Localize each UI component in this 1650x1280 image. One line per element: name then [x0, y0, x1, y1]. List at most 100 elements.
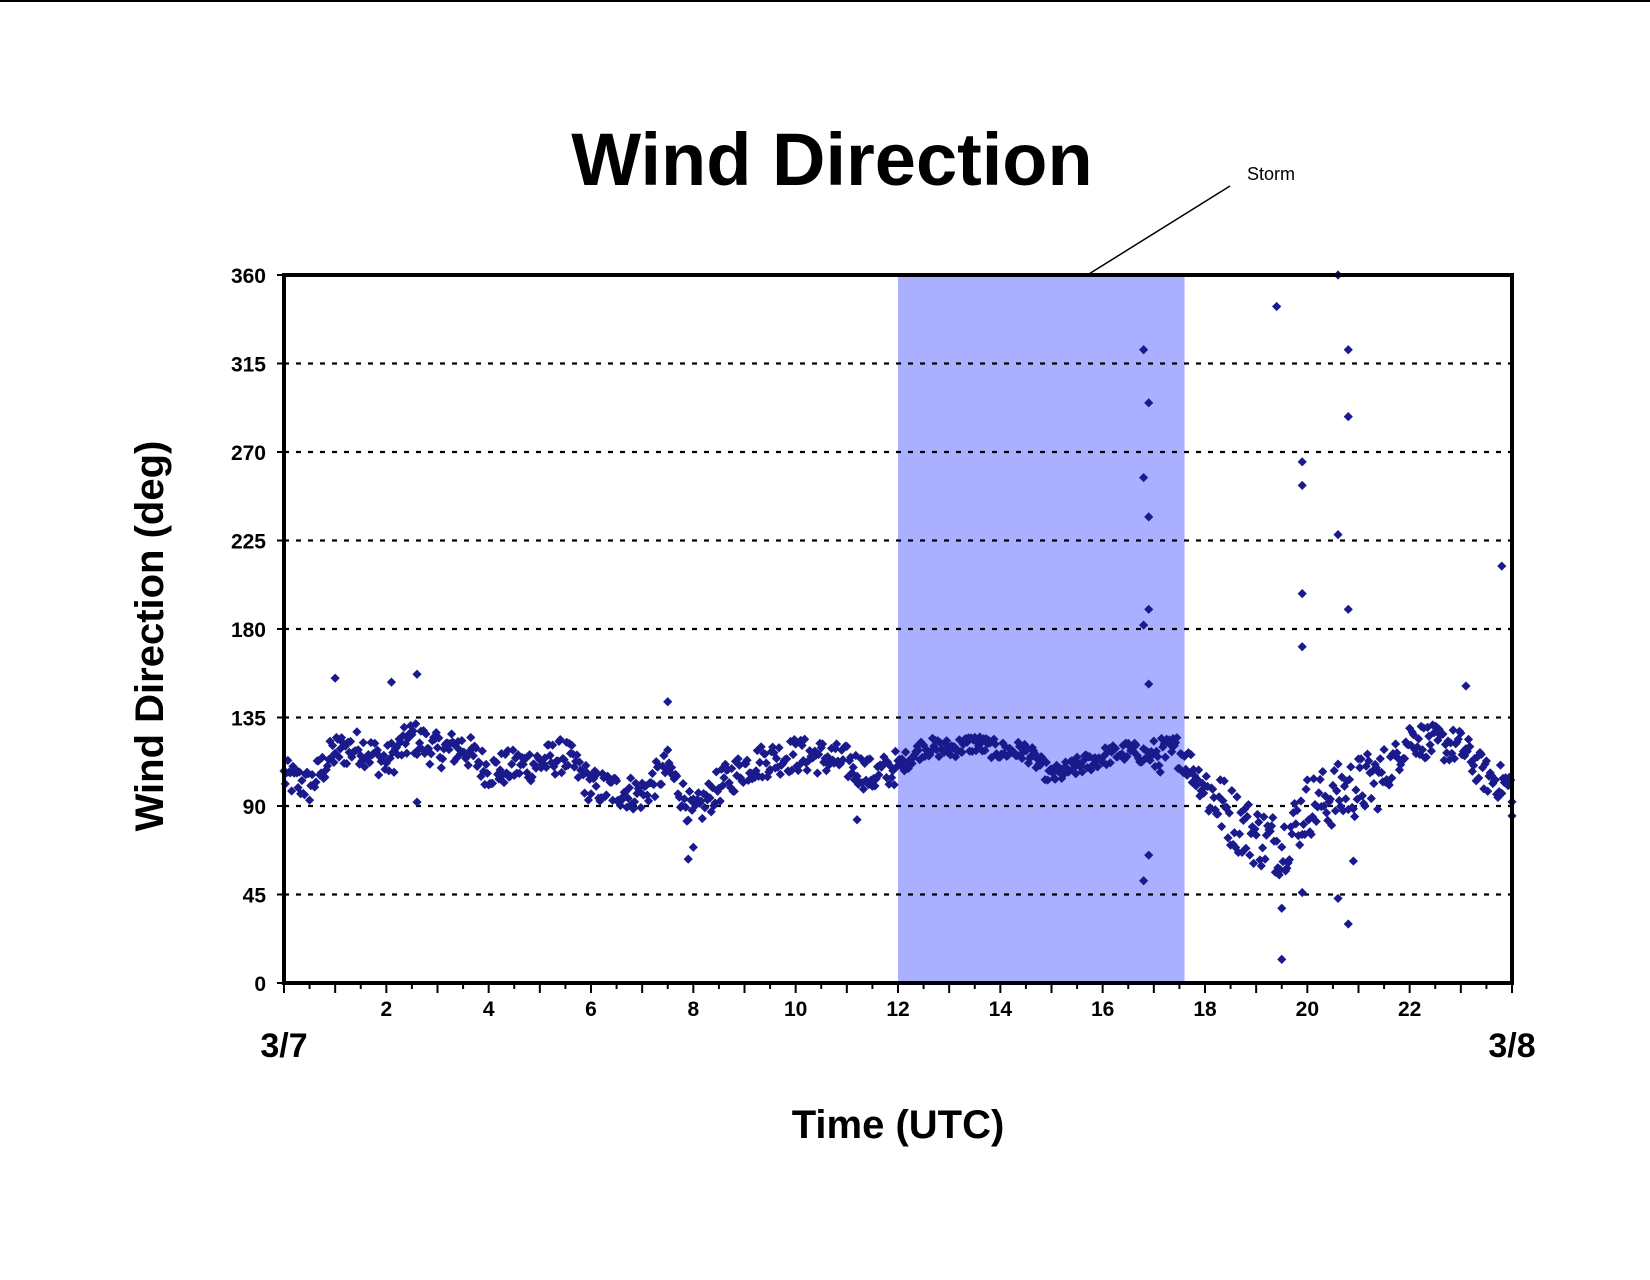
- data-point: [1222, 802, 1232, 812]
- data-point: [556, 768, 567, 778]
- data-point: [643, 796, 654, 806]
- data-point: [1360, 801, 1370, 811]
- data-point: [1013, 737, 1023, 747]
- data-point: [750, 772, 760, 783]
- data-point: [1447, 748, 1457, 759]
- data-point: [1072, 752, 1082, 762]
- gridlines: [284, 362, 1512, 896]
- data-point: [916, 737, 926, 747]
- data-point: [553, 756, 563, 766]
- data-point: [1205, 803, 1215, 813]
- data-point: [559, 754, 569, 765]
- data-point: [1337, 772, 1347, 782]
- data-point: [733, 754, 743, 764]
- data-point: [865, 754, 875, 764]
- data-point: [1298, 819, 1309, 829]
- data-point: [1319, 801, 1329, 811]
- data-point: [785, 736, 796, 747]
- data-point: [423, 743, 434, 754]
- data-point: [1330, 806, 1341, 816]
- data-point: [1110, 743, 1121, 753]
- data-point: [1020, 739, 1030, 750]
- data-point: [1232, 792, 1242, 802]
- data-point: [860, 758, 870, 769]
- data-point: [688, 842, 698, 852]
- data-point: [1328, 780, 1338, 791]
- data-point: [656, 779, 666, 789]
- data-point: [459, 747, 469, 758]
- data-point: [1144, 850, 1154, 860]
- data-point: [426, 749, 436, 759]
- data-point: [591, 781, 601, 791]
- data-point: [1099, 751, 1109, 761]
- x-axis: 2 4 6 8 10 12 14 16 18 20 22: [283, 983, 1513, 1021]
- data-point: [611, 776, 622, 786]
- data-point: [509, 770, 519, 780]
- data-point: [1156, 733, 1167, 744]
- data-point: [421, 729, 431, 739]
- data-point: [403, 733, 413, 744]
- data-point: [384, 766, 394, 776]
- data-point: [582, 768, 592, 778]
- data-point: [383, 740, 393, 750]
- data-point: [1297, 887, 1307, 898]
- data-point: [719, 773, 729, 783]
- data-point: [1082, 762, 1092, 773]
- data-point: [1016, 749, 1026, 759]
- data-point: [398, 731, 408, 741]
- data-point: [1068, 758, 1078, 769]
- chart-title: Wind Direction: [571, 118, 1092, 201]
- y-tick-label: 90: [243, 796, 266, 819]
- data-point: [347, 752, 357, 762]
- data-point: [1348, 804, 1358, 814]
- data-point: [1227, 786, 1237, 796]
- data-point: [1060, 757, 1071, 767]
- data-point: [567, 740, 577, 750]
- data-point: [1297, 457, 1307, 467]
- data-point: [775, 769, 785, 779]
- data-point: [1213, 809, 1223, 819]
- data-point: [858, 784, 869, 794]
- data-point: [718, 780, 728, 791]
- data-point: [1201, 771, 1211, 781]
- data-point: [386, 677, 397, 687]
- data-point: [1405, 723, 1415, 733]
- data-point: [1022, 743, 1032, 753]
- data-point: [842, 741, 852, 751]
- data-point: [975, 732, 985, 742]
- data-point: [573, 772, 583, 783]
- data-point: [1139, 345, 1149, 355]
- data-point: [715, 796, 725, 806]
- storm-annotation-line: [1086, 185, 1231, 276]
- data-point: [794, 760, 805, 770]
- data-point: [1128, 746, 1138, 756]
- data-point: [1341, 794, 1351, 804]
- data-point: [320, 772, 330, 782]
- data-point: [843, 772, 853, 782]
- data-point: [402, 748, 412, 758]
- data-point: [1172, 733, 1182, 743]
- y-tick-label: 360: [231, 265, 266, 288]
- data-point: [861, 775, 871, 785]
- data-point: [669, 774, 679, 784]
- data-point: [1087, 760, 1098, 770]
- data-point: [436, 763, 446, 773]
- data-point: [1139, 472, 1149, 483]
- data-point: [1461, 681, 1471, 691]
- data-point: [879, 752, 889, 762]
- data-point: [679, 794, 689, 804]
- data-point: [463, 760, 473, 770]
- data-point: [874, 770, 884, 780]
- data-point: [1366, 793, 1376, 804]
- data-point: [661, 764, 672, 774]
- data-point: [913, 745, 924, 755]
- data-point: [580, 788, 590, 798]
- data-point: [555, 734, 565, 745]
- data-point: [1223, 833, 1233, 843]
- data-point: [1167, 747, 1177, 757]
- data-point: [1329, 766, 1339, 776]
- data-point: [597, 769, 608, 779]
- data-point: [1092, 762, 1103, 772]
- data-point: [1348, 856, 1358, 866]
